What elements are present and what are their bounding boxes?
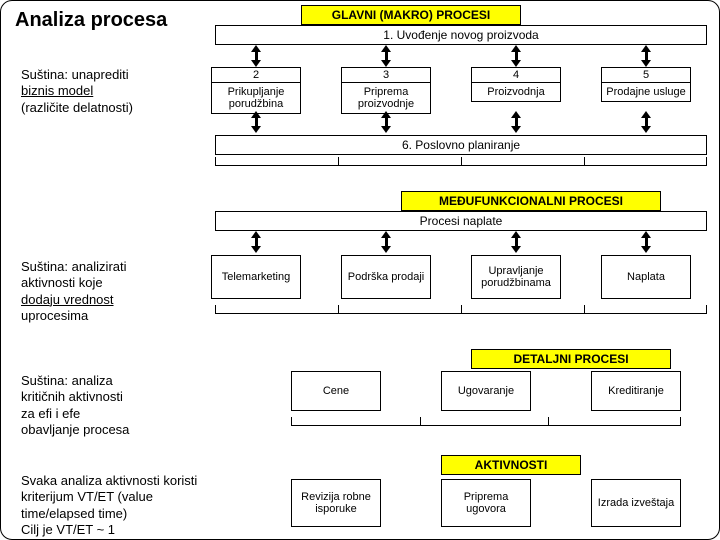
box-label: Cene: [292, 382, 380, 400]
level4-box-2: Priprema ugovora: [441, 479, 531, 527]
level3-box-2: Ugovaranje: [441, 371, 531, 411]
sustina-3: Suština: analiza kritičnih aktivnosti za…: [21, 373, 201, 438]
box-label: Prodajne usluge: [602, 83, 690, 101]
level3-box-3: Kreditiranje: [591, 371, 681, 411]
arrow-icon: [511, 111, 521, 133]
sustina-1-l2: biznis model: [21, 83, 93, 98]
page-title: Analiza procesa: [15, 9, 167, 32]
footer-l1: Svaka analiza aktivnosti koristi: [21, 473, 197, 488]
level2-bar: Procesi naplate: [215, 211, 707, 231]
sustina-2-l1: Suština: analizirati: [21, 259, 127, 274]
box-label: Kreditiranje: [592, 382, 680, 400]
level2-header: MEĐUFUNKCIONALNI PROCESI: [401, 191, 661, 211]
sustina-2-l2: aktivnosti koje: [21, 275, 103, 290]
box-label: Ugovaranje: [442, 382, 530, 400]
footer-note: Svaka analiza aktivnosti koristi kriteri…: [21, 473, 271, 538]
sustina-1-l3: (različite delatnosti): [21, 100, 133, 115]
footer-l4: Cilj je VT/ET ~ 1: [21, 522, 115, 537]
arrow-icon: [511, 231, 521, 253]
arrow-icon: [641, 45, 651, 67]
box-label: Podrška prodaji: [342, 268, 430, 286]
level1-box-1: 2 Prikupljanje porudžbina: [211, 67, 301, 114]
footer-l3: time/elapsed time): [21, 506, 127, 521]
sustina-3-l2: kritičnih aktivnosti: [21, 389, 123, 404]
level2-box-1: Telemarketing: [211, 255, 301, 299]
brace-icon: [215, 157, 707, 167]
level4-header: AKTIVNOSTI: [441, 455, 581, 475]
box-label: Priprema ugovora: [442, 488, 530, 518]
box-num: 3: [342, 68, 430, 83]
box-label: Priprema proizvodnje: [342, 83, 430, 113]
box-label: Izrada izveštaja: [592, 494, 680, 512]
level2-box-3: Upravljanje porudžbinama: [471, 255, 561, 299]
box-label: Upravljanje porudžbinama: [472, 262, 560, 292]
sustina-3-l1: Suština: analiza: [21, 373, 113, 388]
box-label: Proizvodnja: [472, 83, 560, 101]
brace-icon: [215, 305, 707, 315]
box-label: Prikupljanje porudžbina: [212, 83, 300, 113]
arrow-icon: [511, 45, 521, 67]
level2-box-2: Podrška prodaji: [341, 255, 431, 299]
arrow-icon: [251, 231, 261, 253]
sustina-1: Suština: unaprediti biznis model (različ…: [21, 67, 201, 116]
sustina-3-l3: za efi i efe: [21, 406, 80, 421]
box-label: Revizija robne isporuke: [292, 488, 380, 518]
arrow-icon: [641, 111, 651, 133]
box-num: 5: [602, 68, 690, 83]
box-num: 4: [472, 68, 560, 83]
box-label: Naplata: [602, 268, 690, 286]
level1-box-3: 4 Proizvodnja: [471, 67, 561, 102]
level4-box-1: Revizija robne isporuke: [291, 479, 381, 527]
level1-box-2: 3 Priprema proizvodnje: [341, 67, 431, 114]
level4-box-3: Izrada izveštaja: [591, 479, 681, 527]
level1-bar: 1. Uvođenje novog proizvoda: [215, 25, 707, 45]
sustina-2: Suština: analizirati aktivnosti koje dod…: [21, 259, 201, 324]
sustina-3-l4: obavljanje procesa: [21, 422, 129, 437]
arrow-icon: [381, 111, 391, 133]
sustina-1-l1: Suština: unaprediti: [21, 67, 129, 82]
footer-l2: kriterijum VT/ET (value: [21, 489, 153, 504]
level2-box-4: Naplata: [601, 255, 691, 299]
arrow-icon: [251, 45, 261, 67]
box-num: 2: [212, 68, 300, 83]
arrow-icon: [251, 111, 261, 133]
level1-box-4: 5 Prodajne usluge: [601, 67, 691, 102]
level3-box-1: Cene: [291, 371, 381, 411]
box-label: Telemarketing: [212, 268, 300, 286]
level1-bottom-bar: 6. Poslovno planiranje: [215, 135, 707, 155]
arrow-icon: [641, 231, 651, 253]
arrow-icon: [381, 231, 391, 253]
arrow-icon: [381, 45, 391, 67]
level3-header: DETALJNI PROCESI: [471, 349, 671, 369]
sustina-2-l4: uprocesima: [21, 308, 88, 323]
level1-header: GLAVNI (MAKRO) PROCESI: [301, 5, 521, 25]
sustina-2-l3: dodaju vrednost: [21, 292, 114, 307]
brace-icon: [291, 417, 681, 427]
